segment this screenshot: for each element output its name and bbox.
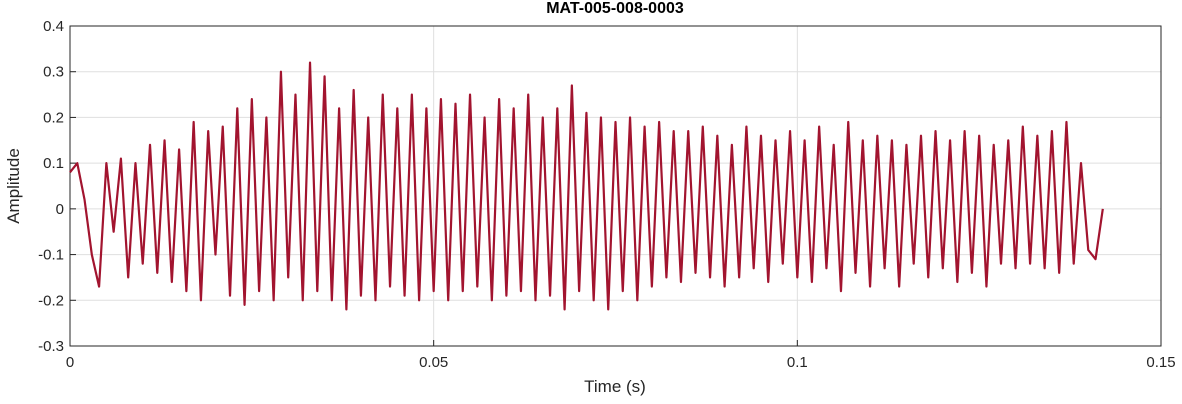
signal-line: [69, 61, 1104, 311]
y-tick-label: -0.2: [38, 292, 64, 309]
axes-box: [69, 25, 1162, 347]
y-tick-label: 0: [56, 201, 64, 218]
plot-area: [70, 26, 1161, 346]
x-tick-label: 0.15: [1146, 354, 1175, 371]
y-tick-label: 0.1: [43, 155, 64, 172]
x-tick-label: 0.05: [419, 354, 448, 371]
y-tick-label: 0.4: [43, 18, 64, 35]
chart-title: MAT-005-008-0003: [546, 0, 684, 17]
y-tick-label: -0.1: [38, 247, 64, 264]
y-tick-label: -0.3: [38, 338, 64, 355]
y-tick-label: 0.2: [43, 109, 64, 126]
x-tick-label: 0.1: [787, 354, 808, 371]
y-tick-label: 0.3: [43, 64, 64, 81]
x-tick-label: 0: [66, 354, 74, 371]
y-axis-label: Amplitude: [4, 148, 23, 224]
x-axis-label: Time (s): [584, 377, 646, 396]
